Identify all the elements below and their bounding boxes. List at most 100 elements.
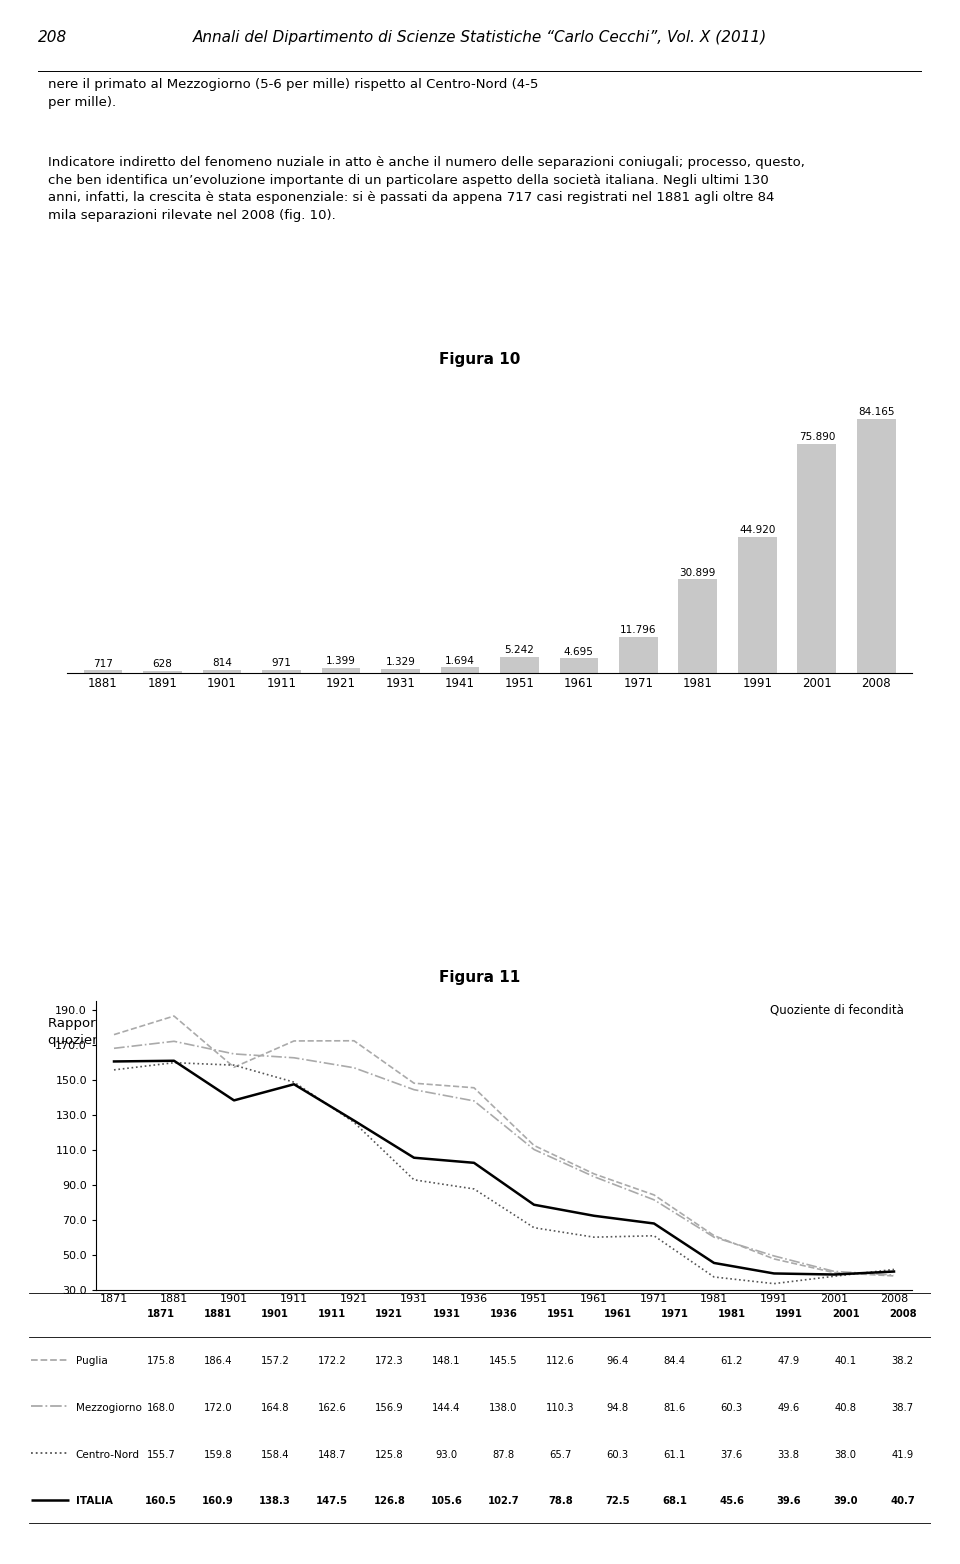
Text: 717: 717 <box>93 658 113 668</box>
Text: 1901: 1901 <box>261 1309 289 1318</box>
Text: 628: 628 <box>153 658 173 669</box>
Bar <box>798 444 836 673</box>
Text: 1871: 1871 <box>147 1309 175 1318</box>
Text: 47.9: 47.9 <box>778 1356 800 1365</box>
Text: 162.6: 162.6 <box>318 1403 347 1412</box>
Text: 168.0: 168.0 <box>147 1403 176 1412</box>
Text: 41.9: 41.9 <box>892 1450 914 1459</box>
Bar <box>619 637 658 673</box>
Text: ITALIA: ITALIA <box>76 1497 112 1506</box>
Text: 38.2: 38.2 <box>892 1356 914 1365</box>
Text: 60.3: 60.3 <box>607 1450 629 1459</box>
Text: 1.399: 1.399 <box>326 657 356 666</box>
Text: 208: 208 <box>38 30 67 45</box>
Text: Annali del Dipartimento di Scienze Statistiche “Carlo Cecchi”, Vol. X (2011): Annali del Dipartimento di Scienze Stati… <box>193 30 767 45</box>
Text: 138.0: 138.0 <box>490 1403 517 1412</box>
Text: 102.7: 102.7 <box>488 1497 519 1506</box>
Bar <box>84 671 122 673</box>
Text: 1911: 1911 <box>318 1309 347 1318</box>
Text: nere il primato al Mezzogiorno (5-6 per mille) rispetto al Centro-Nord (4-5
per : nere il primato al Mezzogiorno (5-6 per … <box>48 78 539 109</box>
Text: 110.3: 110.3 <box>546 1403 575 1412</box>
Text: 1981: 1981 <box>717 1309 746 1318</box>
Text: 38.7: 38.7 <box>892 1403 914 1412</box>
Text: 84.165: 84.165 <box>858 407 895 418</box>
Bar <box>262 669 300 673</box>
Text: Figura 10: Figura 10 <box>440 352 520 368</box>
Text: 156.9: 156.9 <box>375 1403 403 1412</box>
Text: Quoziente di fecondità: Quoziente di fecondità <box>770 1004 904 1017</box>
Text: 1921: 1921 <box>375 1309 403 1318</box>
Text: 160.9: 160.9 <box>203 1497 234 1506</box>
Text: 40.1: 40.1 <box>834 1356 856 1365</box>
Bar <box>679 579 717 673</box>
Text: 72.5: 72.5 <box>605 1497 630 1506</box>
Text: 40.8: 40.8 <box>834 1403 856 1412</box>
Text: 186.4: 186.4 <box>204 1356 232 1365</box>
Text: 1.694: 1.694 <box>444 655 475 666</box>
Text: 160.5: 160.5 <box>145 1497 177 1506</box>
Text: 81.6: 81.6 <box>663 1403 685 1412</box>
Text: 45.6: 45.6 <box>719 1497 744 1506</box>
Text: 112.6: 112.6 <box>546 1356 575 1365</box>
Text: 158.4: 158.4 <box>261 1450 289 1459</box>
Text: 2008: 2008 <box>889 1309 917 1318</box>
Text: 164.8: 164.8 <box>261 1403 289 1412</box>
Text: 147.5: 147.5 <box>316 1497 348 1506</box>
Text: 61.1: 61.1 <box>663 1450 685 1459</box>
Text: 172.0: 172.0 <box>204 1403 232 1412</box>
Text: Figura 11: Figura 11 <box>440 970 520 985</box>
Bar <box>203 669 241 673</box>
Text: 157.2: 157.2 <box>261 1356 290 1365</box>
Bar <box>322 668 360 673</box>
Text: 1.329: 1.329 <box>385 657 416 666</box>
Text: Indicatore indiretto del fenomeno nuziale in atto è anche il numero delle separa: Indicatore indiretto del fenomeno nuzial… <box>48 156 804 222</box>
Text: Mezzogiorno: Mezzogiorno <box>76 1403 141 1412</box>
Text: 155.7: 155.7 <box>147 1450 176 1459</box>
Text: 49.6: 49.6 <box>778 1403 800 1412</box>
Text: 145.5: 145.5 <box>489 1356 517 1365</box>
Text: 39.6: 39.6 <box>777 1497 801 1506</box>
Bar <box>500 657 539 673</box>
Text: 60.3: 60.3 <box>721 1403 743 1412</box>
Text: 38.0: 38.0 <box>834 1450 856 1459</box>
Text: 37.6: 37.6 <box>720 1450 743 1459</box>
Text: 2001: 2001 <box>831 1309 859 1318</box>
Bar <box>143 671 181 673</box>
Text: 814: 814 <box>212 658 231 668</box>
Text: 175.8: 175.8 <box>147 1356 176 1365</box>
Text: 30.899: 30.899 <box>680 568 716 577</box>
Bar <box>441 668 479 673</box>
Text: 1951: 1951 <box>546 1309 574 1318</box>
Text: 105.6: 105.6 <box>430 1497 463 1506</box>
Text: 61.2: 61.2 <box>720 1356 743 1365</box>
Text: 5.242: 5.242 <box>504 644 535 655</box>
Text: Centro-Nord: Centro-Nord <box>76 1450 140 1459</box>
Bar <box>857 419 896 673</box>
Text: 93.0: 93.0 <box>435 1450 457 1459</box>
Text: 4.695: 4.695 <box>564 646 594 657</box>
Text: 125.8: 125.8 <box>375 1450 403 1459</box>
Text: 65.7: 65.7 <box>549 1450 571 1459</box>
Text: Rapportando il numero di nati vivi per 1.000 donne in età feconda tra 15 e 49 an: Rapportando il numero di nati vivi per 1… <box>48 1017 822 1048</box>
Text: 11.796: 11.796 <box>620 626 657 635</box>
Text: 1971: 1971 <box>660 1309 688 1318</box>
Text: 1961: 1961 <box>604 1309 632 1318</box>
Text: 44.920: 44.920 <box>739 526 776 535</box>
Text: 126.8: 126.8 <box>373 1497 405 1506</box>
Text: 33.8: 33.8 <box>778 1450 800 1459</box>
Text: 148.7: 148.7 <box>318 1450 347 1459</box>
Text: 1991: 1991 <box>775 1309 803 1318</box>
Text: 1881: 1881 <box>204 1309 232 1318</box>
Text: 1936: 1936 <box>490 1309 517 1318</box>
Text: 94.8: 94.8 <box>607 1403 629 1412</box>
Text: 138.3: 138.3 <box>259 1497 291 1506</box>
Text: 96.4: 96.4 <box>607 1356 629 1365</box>
Text: Puglia: Puglia <box>76 1356 108 1365</box>
Text: 75.890: 75.890 <box>799 432 835 443</box>
Text: 159.8: 159.8 <box>204 1450 232 1459</box>
Bar <box>381 668 420 673</box>
Text: 84.4: 84.4 <box>663 1356 685 1365</box>
Text: 68.1: 68.1 <box>662 1497 687 1506</box>
Text: 1931: 1931 <box>432 1309 461 1318</box>
Text: 144.4: 144.4 <box>432 1403 461 1412</box>
